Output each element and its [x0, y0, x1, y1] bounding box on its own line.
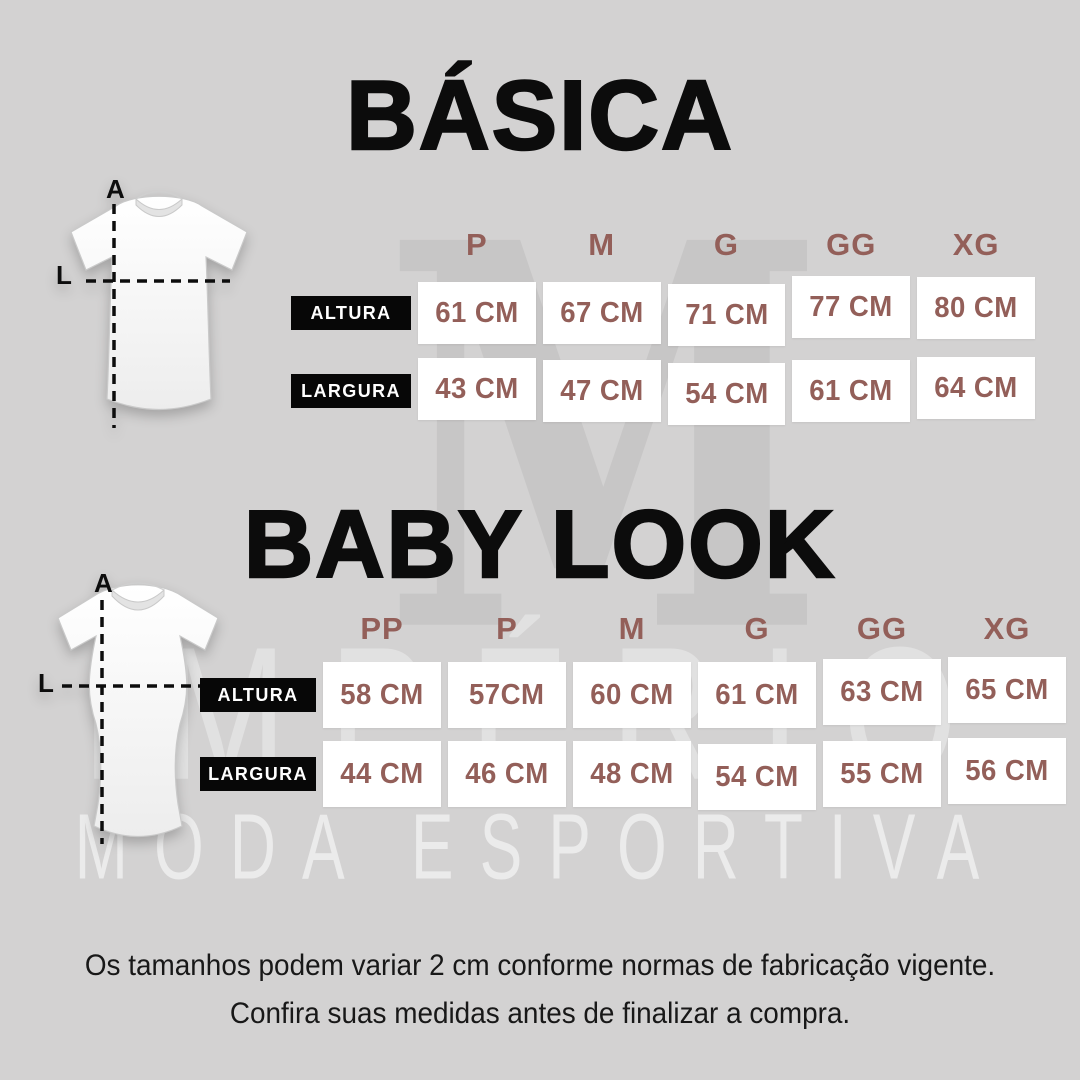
tshirt-collar [135, 197, 183, 217]
measure-cell: 61 CM [698, 662, 816, 728]
disclaimer-line-2: Confira suas medidas antes de finalizar … [229, 997, 851, 1030]
measure-cell: 47 CM [542, 360, 661, 422]
tshirt-basica-illustration: A L [56, 180, 248, 428]
measure-cell: 43 CM [418, 358, 536, 420]
section-title-basica: BÁSICA [345, 60, 734, 170]
section-title-baby-look: BABY LOOK [243, 491, 837, 598]
row-label-largura: LARGURA [200, 757, 316, 791]
measure-cell: 54 CM [698, 744, 816, 810]
size-header: M [618, 611, 646, 646]
measure-cell: 61 CM [418, 282, 536, 344]
table-row-largura: LARGURA 44 CM 46 CM 48 CM 54 CM 55 CM 56… [200, 738, 1066, 810]
measure-cell: 58 CM [323, 662, 441, 728]
width-label: L [38, 668, 54, 698]
table-row-altura: ALTURA 58 CM 57CM 60 CM 61 CM 63 CM 65 C… [200, 657, 1066, 728]
size-header: GG [826, 227, 877, 262]
measure-cell: 57CM [448, 662, 566, 728]
size-header-row: P M G GG XG [291, 226, 1035, 264]
measure-cell: 48 CM [573, 741, 691, 807]
tshirt-body [70, 195, 248, 411]
measure-cell: 67 CM [542, 282, 661, 344]
measure-cell: 64 CM [917, 357, 1035, 419]
size-header: XG [952, 227, 1000, 262]
row-label-largura: LARGURA [291, 374, 411, 408]
baby-look-size-table: PP P M G GG XG ALTURA 58 CM 57CM 60 CM 6… [200, 608, 1066, 820]
tshirt-collar [111, 588, 165, 611]
measure-cell: 60 CM [573, 662, 691, 728]
brand-monogram-watermark: M [383, 129, 826, 751]
table-row-altura: ALTURA 61 CM 67 CM 71 CM 77 CM 80 CM [291, 276, 1035, 346]
tshirt-collar-rim [111, 582, 165, 591]
height-label: A [106, 180, 125, 204]
brand-tagline-watermark: MODA ESPORTIVA [74, 794, 1006, 899]
row-label-altura: ALTURA [291, 296, 411, 330]
measure-cell: 44 CM [323, 741, 441, 807]
measure-cell: 54 CM [667, 363, 786, 425]
basica-size-table: P M G GG XG ALTURA 61 CM 67 CM 71 CM 77 … [291, 226, 1035, 438]
size-header: P [466, 227, 488, 262]
size-header: P [496, 611, 518, 646]
measure-cell: 46 CM [448, 741, 566, 807]
measure-cell: 65 CM [948, 657, 1066, 723]
tshirt-body [57, 584, 219, 838]
row-label-altura: ALTURA [200, 678, 316, 712]
measure-cell: 80 CM [917, 277, 1035, 339]
measure-cell: 61 CM [792, 360, 911, 422]
measure-cell: 71 CM [667, 284, 786, 346]
size-header: PP [360, 611, 404, 646]
measure-cell: 56 CM [948, 738, 1066, 804]
disclaimer-text: Os tamanhos podem variar 2 cm conforme n… [38, 942, 1042, 1038]
size-header: XG [983, 611, 1031, 646]
width-label: L [56, 260, 72, 290]
size-header-row: PP P M G GG XG [200, 608, 1066, 650]
size-header: M [588, 227, 616, 262]
measure-cell: 77 CM [792, 276, 911, 338]
measure-cell: 63 CM [823, 659, 941, 725]
size-header: G [744, 611, 770, 646]
measure-cell: 55 CM [823, 741, 941, 807]
size-header: GG [856, 611, 908, 646]
height-label: A [94, 572, 113, 598]
tshirt-baby-look-illustration: A L [38, 572, 219, 844]
size-header: G [713, 227, 740, 262]
disclaimer-line-1: Os tamanhos podem variar 2 cm conforme n… [84, 949, 996, 982]
table-row-largura: LARGURA 43 CM 47 CM 54 CM 61 CM 64 CM [291, 357, 1035, 425]
tshirt-collar-rim [135, 190, 183, 200]
